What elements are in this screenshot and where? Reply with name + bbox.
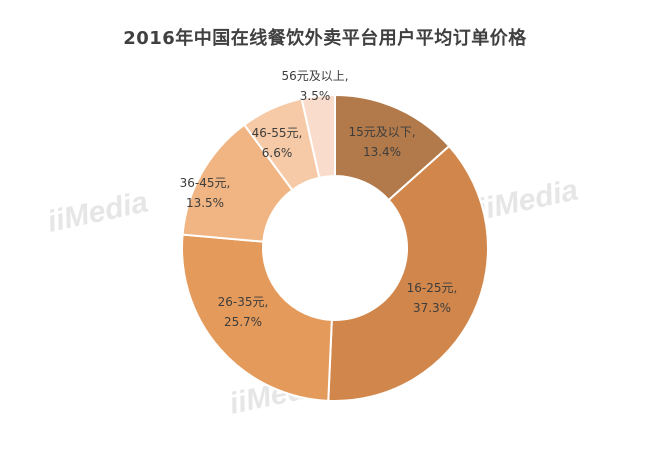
watermark-logo: iiMedia [475,173,581,226]
slice-value-label: 13.4% [363,145,401,159]
slice-label: 56元及以上, 3.5% [281,69,348,103]
slice-category-label: 26-35元, [218,295,269,309]
chart-title: 2016年中国在线餐饮外卖平台用户平均订单价格 [123,28,527,49]
slice-value-label: 13.5% [186,196,224,210]
donut-slice [181,233,333,402]
slice-category-label: 15元及以下, [348,125,415,139]
slice-value-label: 3.5% [300,89,331,103]
slice-label: 15元及以下, 13.4% [348,125,415,159]
donut-slice [327,144,489,402]
slice-category-label: 46-55元, [252,126,303,140]
slice-category-label: 56元及以上, [281,69,348,83]
slice-value-label: 6.6% [262,146,293,160]
slice-label: 36-45元, 13.5% [180,176,231,210]
slice-label: 46-55元, 6.6% [252,126,303,160]
watermark-logo: iiMedia [45,185,151,238]
donut-slice [300,93,336,179]
slice-label: 16-25元, 37.3% [407,281,458,315]
slice-category-label: 36-45元, [180,176,231,190]
slice-value-label: 25.7% [224,315,262,329]
slice-label: 26-35元, 25.7% [218,295,269,329]
slice-value-label: 37.3% [413,301,451,315]
slice-category-label: 16-25元, [407,281,458,295]
